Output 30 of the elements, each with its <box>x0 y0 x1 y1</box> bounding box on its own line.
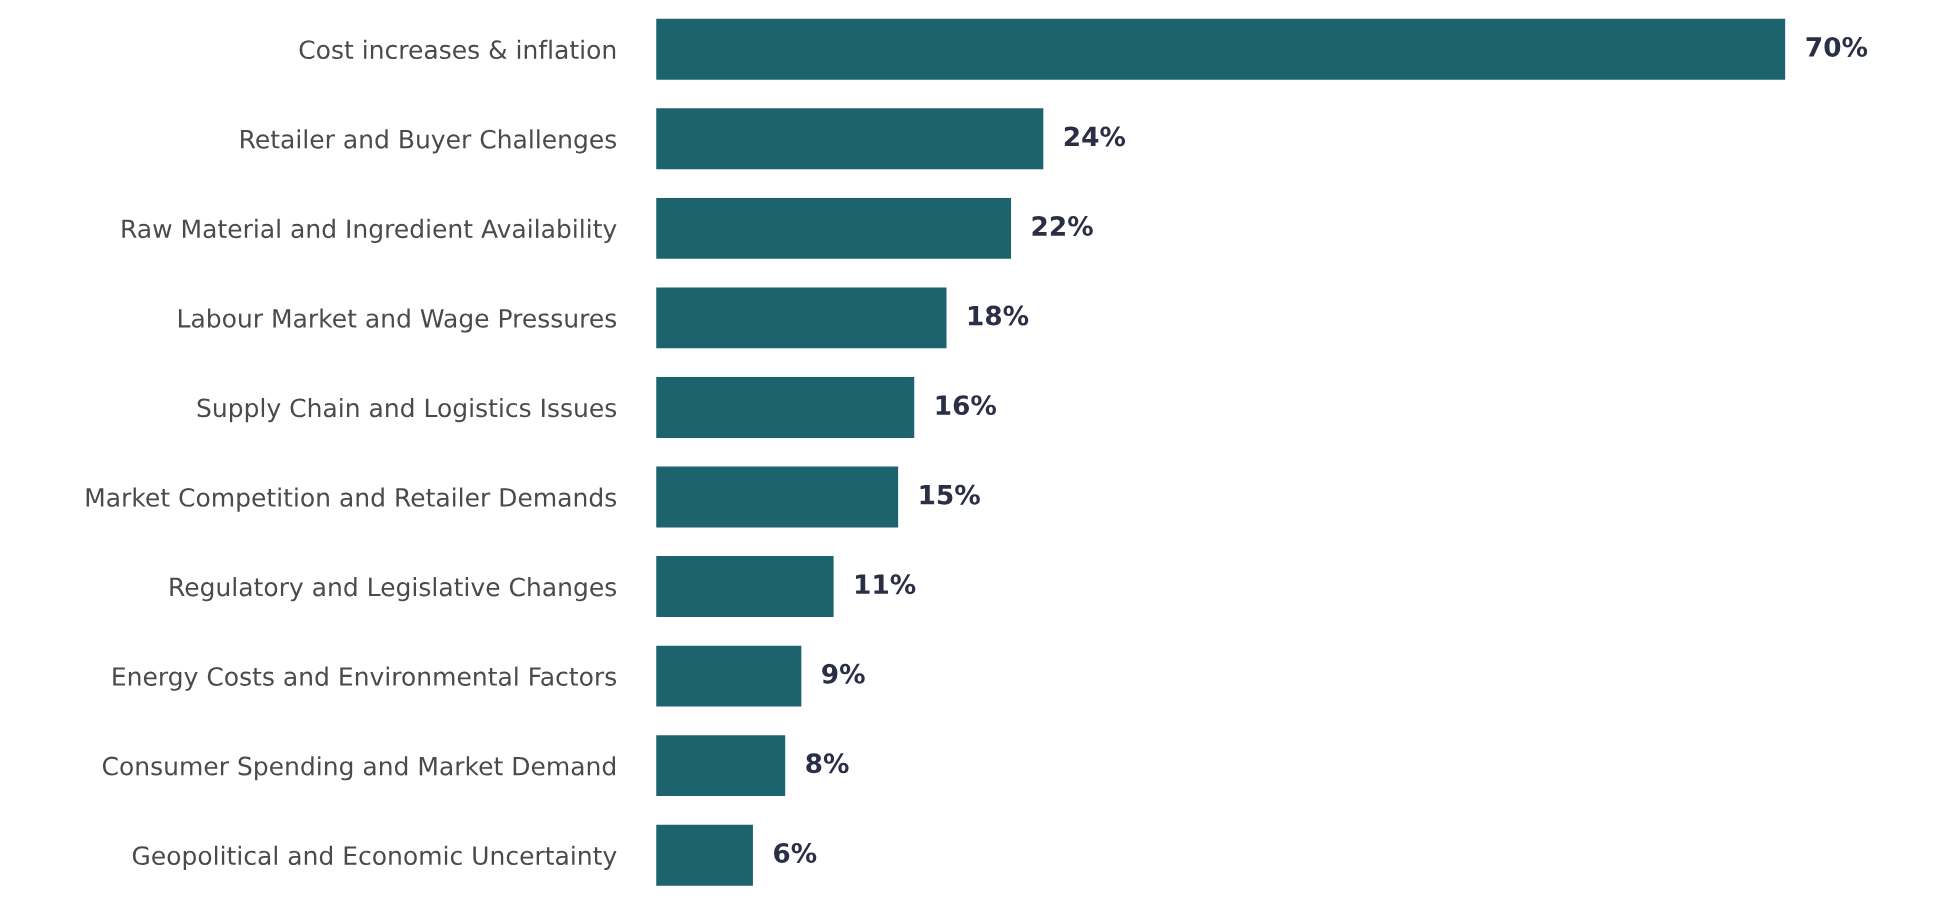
bar <box>656 377 915 438</box>
bar <box>656 18 1786 80</box>
y-tick-label: Energy Costs and Environmental Factors <box>113 666 617 691</box>
bar <box>656 466 899 528</box>
data-label: 16% <box>936 395 997 416</box>
y-tick-label: Market Competition and Retailer Demands <box>86 487 617 512</box>
bar <box>656 287 947 349</box>
y-tick-label: Consumer Spending and Market Demand <box>102 756 615 781</box>
bar <box>656 197 1012 259</box>
data-label: 18% <box>968 305 1029 326</box>
y-tick-label: Raw Material and Ingredient Availability <box>122 218 617 244</box>
data-label: 15% <box>920 484 980 505</box>
data-label: 6% <box>774 842 817 863</box>
bar <box>656 735 786 797</box>
bar <box>656 645 802 707</box>
data-label: 70% <box>1806 36 1868 57</box>
bar <box>656 824 753 886</box>
y-tick-label: Cost increases & inflation <box>299 39 616 60</box>
y-tick-label: Regulatory and Legislative Changes <box>170 577 617 602</box>
data-label: 11% <box>856 574 916 595</box>
data-label: 24% <box>1064 126 1126 147</box>
y-tick-label: Supply Chain and Logistics Issues <box>197 397 617 423</box>
y-tick-label: Retailer and Buyer Challenges <box>241 129 617 154</box>
data-label: 8% <box>806 753 849 774</box>
y-tick-label: Labour Market and Wage Pressures <box>178 308 617 333</box>
bar <box>656 556 834 618</box>
data-label: 9% <box>822 663 865 684</box>
y-tick-label: Geopolitical and Economic Uncertainty <box>132 845 617 870</box>
data-label: 22% <box>1032 216 1093 237</box>
bar <box>656 108 1044 170</box>
